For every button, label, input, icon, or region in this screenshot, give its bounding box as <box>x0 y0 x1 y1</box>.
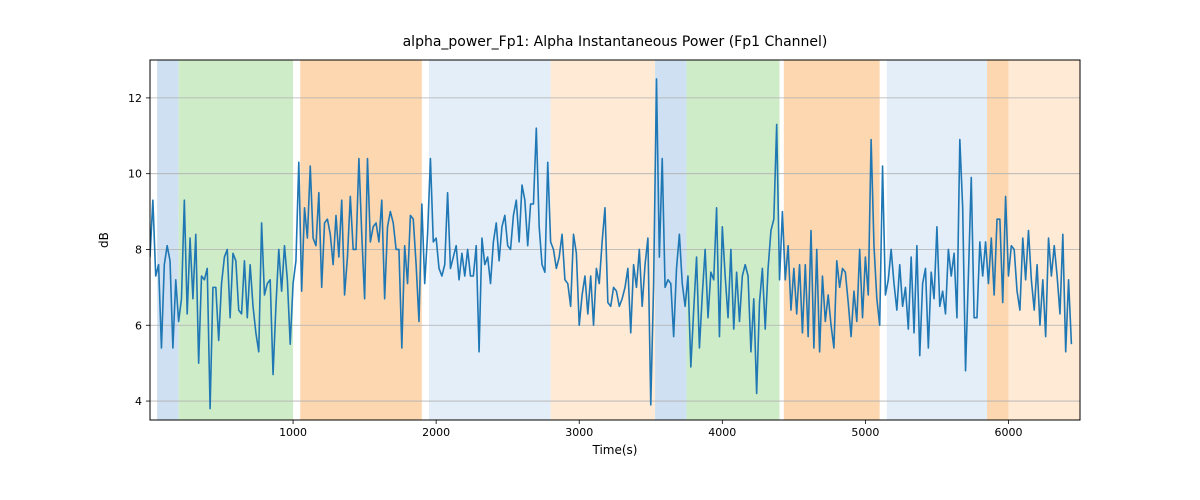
y-tick-label: 12 <box>128 92 142 105</box>
y-tick-label: 6 <box>135 319 142 332</box>
y-tick-label: 10 <box>128 168 142 181</box>
chart-svg: 1000 2000 3000 4000 5000 6000 4 6 8 10 12 Time(s) dB… <box>0 0 1200 500</box>
x-tick-label: 4000 <box>708 426 736 439</box>
background-band <box>784 60 880 420</box>
chart-container: 1000 2000 3000 4000 5000 6000 4 6 8 10 12 Time(s) dB… <box>0 0 1200 500</box>
y-axis-label: dB <box>97 232 111 248</box>
chart-title: alpha_power_Fp1: Alpha Instantaneous Pow… <box>403 34 828 50</box>
background-band <box>157 60 178 420</box>
background-band <box>429 60 551 420</box>
background-band <box>1008 60 1080 420</box>
background-band <box>987 60 1008 420</box>
x-tick-label: 2000 <box>422 426 450 439</box>
x-tick-label: 1000 <box>279 426 307 439</box>
background-band <box>300 60 422 420</box>
x-tick-label: 5000 <box>851 426 879 439</box>
y-tick-label: 4 <box>135 395 142 408</box>
x-tick-label: 3000 <box>565 426 593 439</box>
y-tick-label: 8 <box>135 243 142 256</box>
x-tick-label: 6000 <box>994 426 1022 439</box>
x-axis-label: Time(s) <box>592 443 638 457</box>
background-band <box>687 60 780 420</box>
